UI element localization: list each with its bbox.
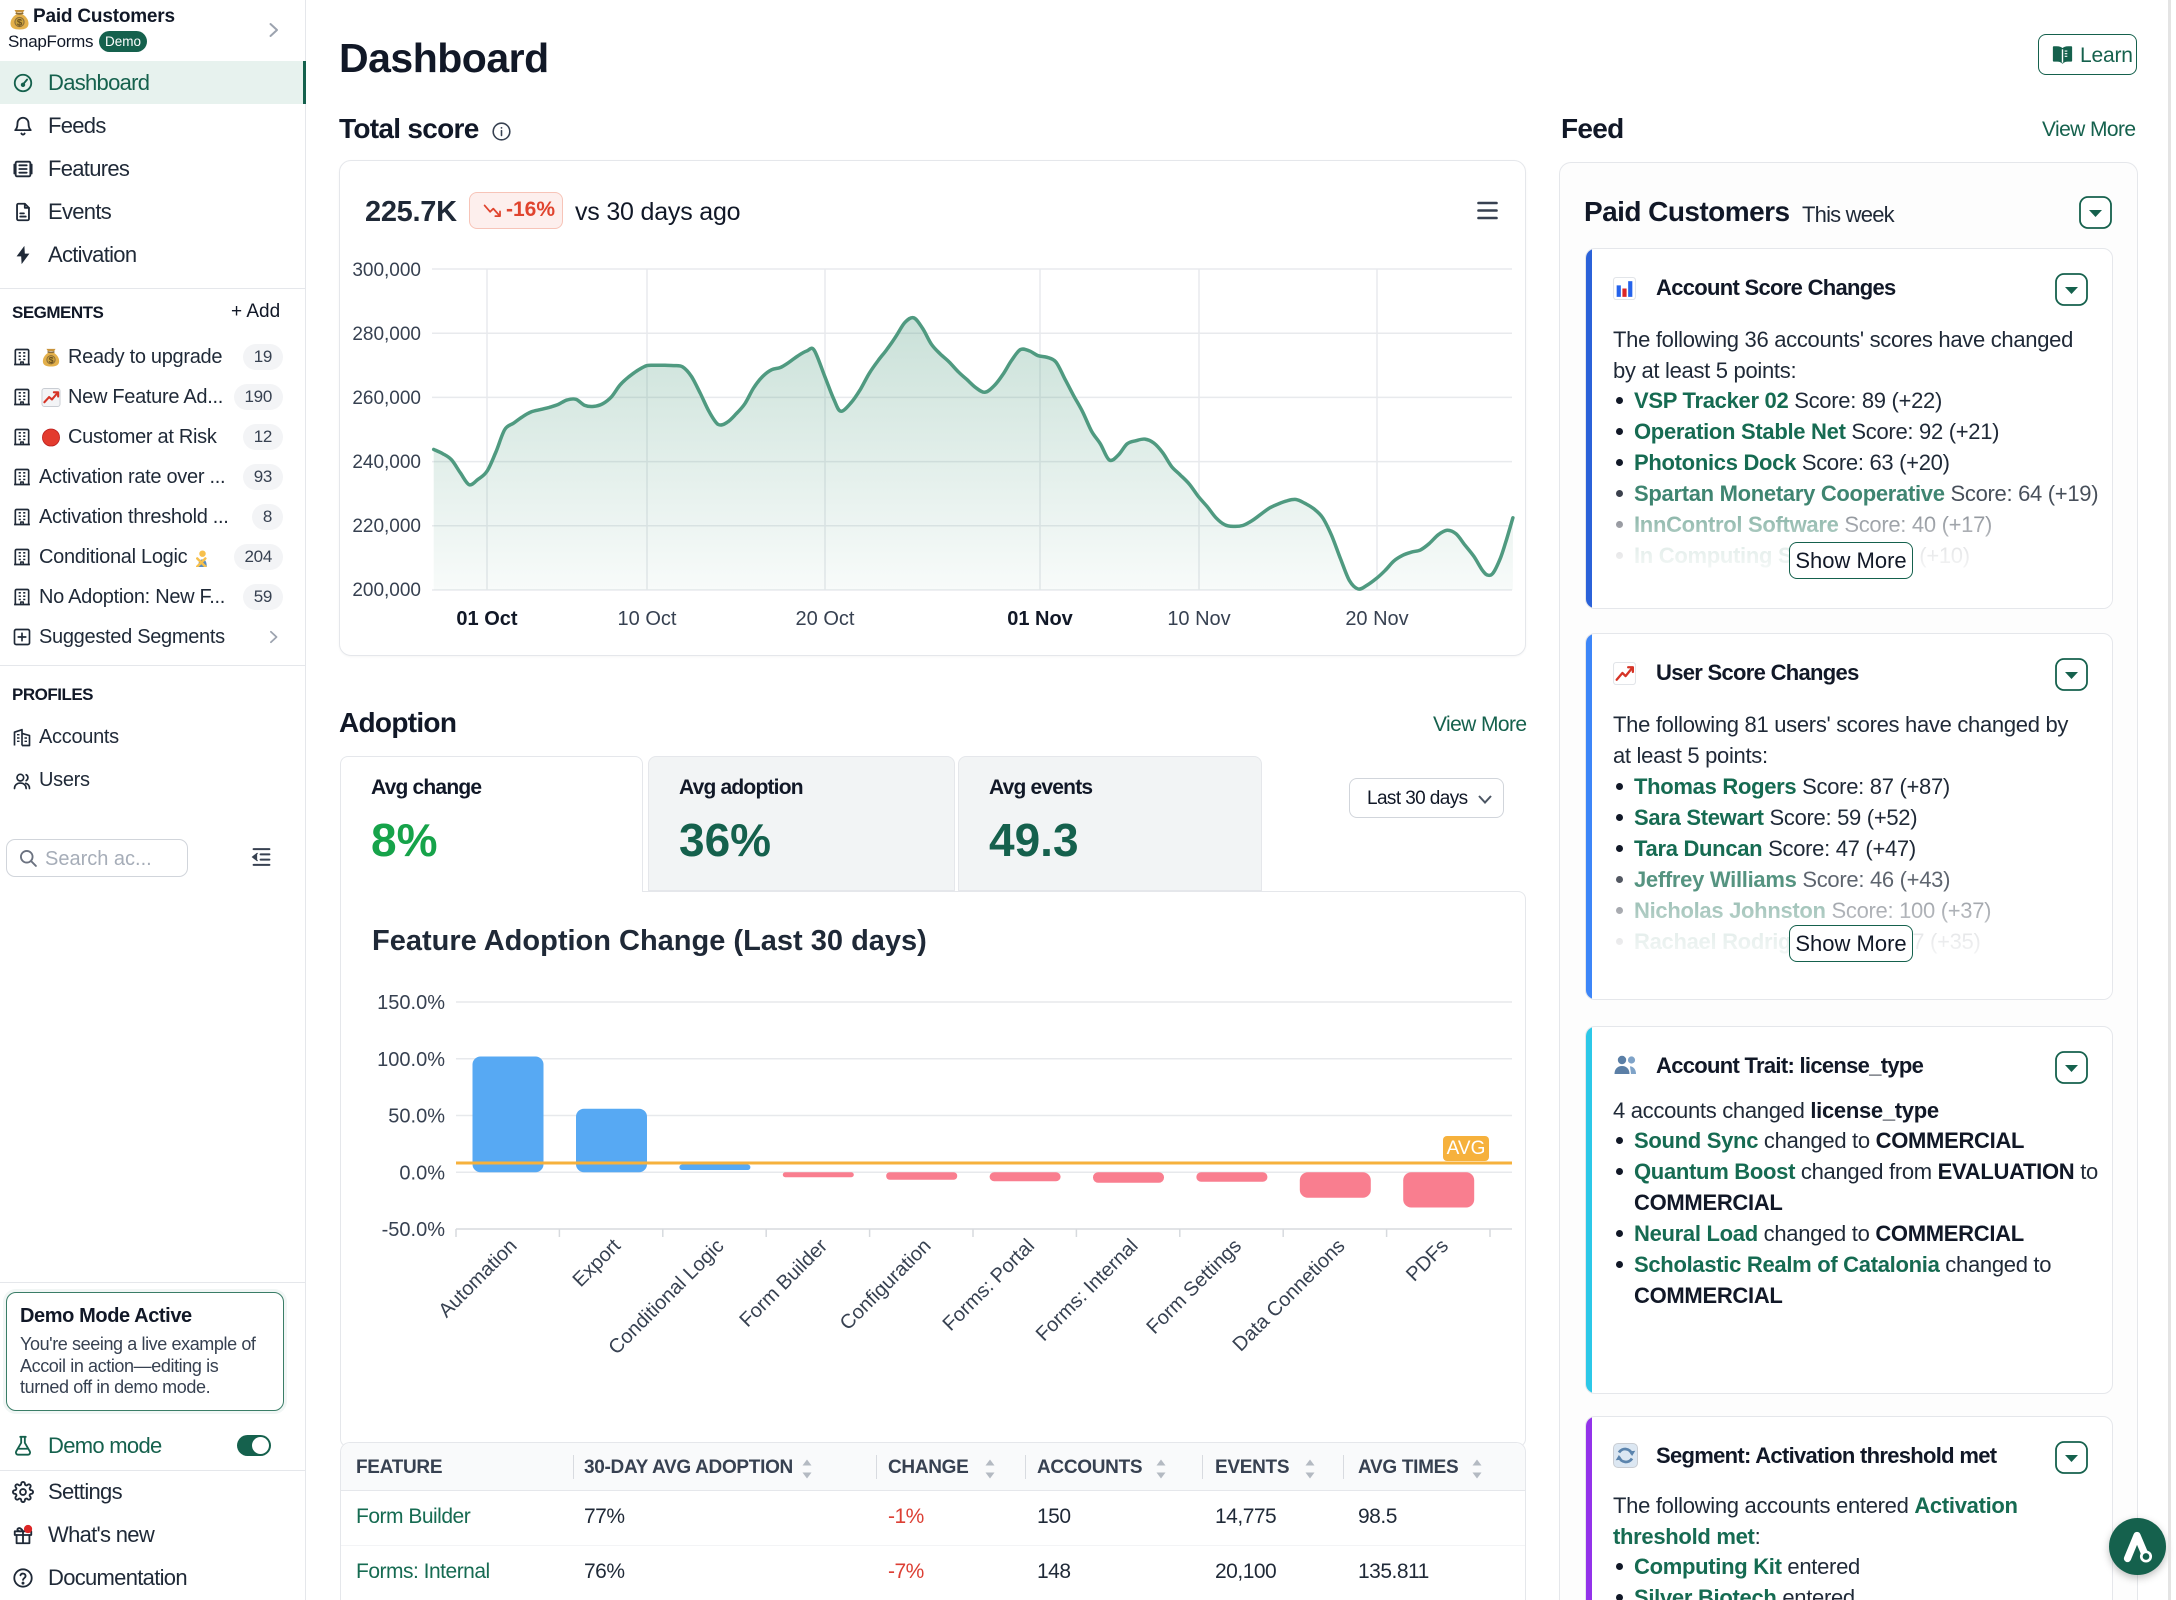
- svg-text:$: $: [49, 354, 54, 364]
- svg-text:20 Nov: 20 Nov: [1345, 608, 1408, 630]
- svg-text:01 Oct: 01 Oct: [456, 608, 517, 630]
- svg-text:Forms: Internal: Forms: Internal: [1032, 1235, 1143, 1346]
- svg-text:Configuration: Configuration: [836, 1235, 936, 1335]
- svg-text:Form Builder: Form Builder: [736, 1235, 833, 1332]
- svg-text:Forms: Portal: Forms: Portal: [939, 1235, 1039, 1335]
- svg-text:100.0%: 100.0%: [377, 1049, 445, 1071]
- svg-text:10 Nov: 10 Nov: [1167, 608, 1230, 630]
- svg-text:10 Oct: 10 Oct: [618, 608, 677, 630]
- svg-text:240,000: 240,000: [352, 452, 421, 473]
- svg-text:Data Connetions: Data Connetions: [1229, 1235, 1350, 1356]
- svg-text:150.0%: 150.0%: [377, 992, 445, 1014]
- svg-text:Conditional Logic: Conditional Logic: [604, 1235, 728, 1359]
- svg-text:AVG: AVG: [1447, 1138, 1486, 1159]
- svg-text:20 Oct: 20 Oct: [796, 608, 855, 630]
- svg-text:0.0%: 0.0%: [399, 1162, 445, 1184]
- svg-text:Automation: Automation: [434, 1235, 521, 1322]
- svg-text:280,000: 280,000: [352, 324, 421, 345]
- svg-text:PDFs: PDFs: [1402, 1235, 1453, 1286]
- svg-text:01 Nov: 01 Nov: [1007, 608, 1073, 630]
- svg-text:$: $: [17, 17, 23, 28]
- svg-text:260,000: 260,000: [352, 388, 421, 409]
- svg-text:50.0%: 50.0%: [388, 1106, 445, 1128]
- svg-text:Form Settings: Form Settings: [1142, 1235, 1246, 1339]
- svg-text:220,000: 220,000: [352, 516, 421, 537]
- svg-text:-50.0%: -50.0%: [382, 1219, 446, 1241]
- svg-text:300,000: 300,000: [352, 260, 421, 281]
- svg-text:200,000: 200,000: [352, 580, 421, 601]
- svg-text:Export: Export: [569, 1235, 626, 1292]
